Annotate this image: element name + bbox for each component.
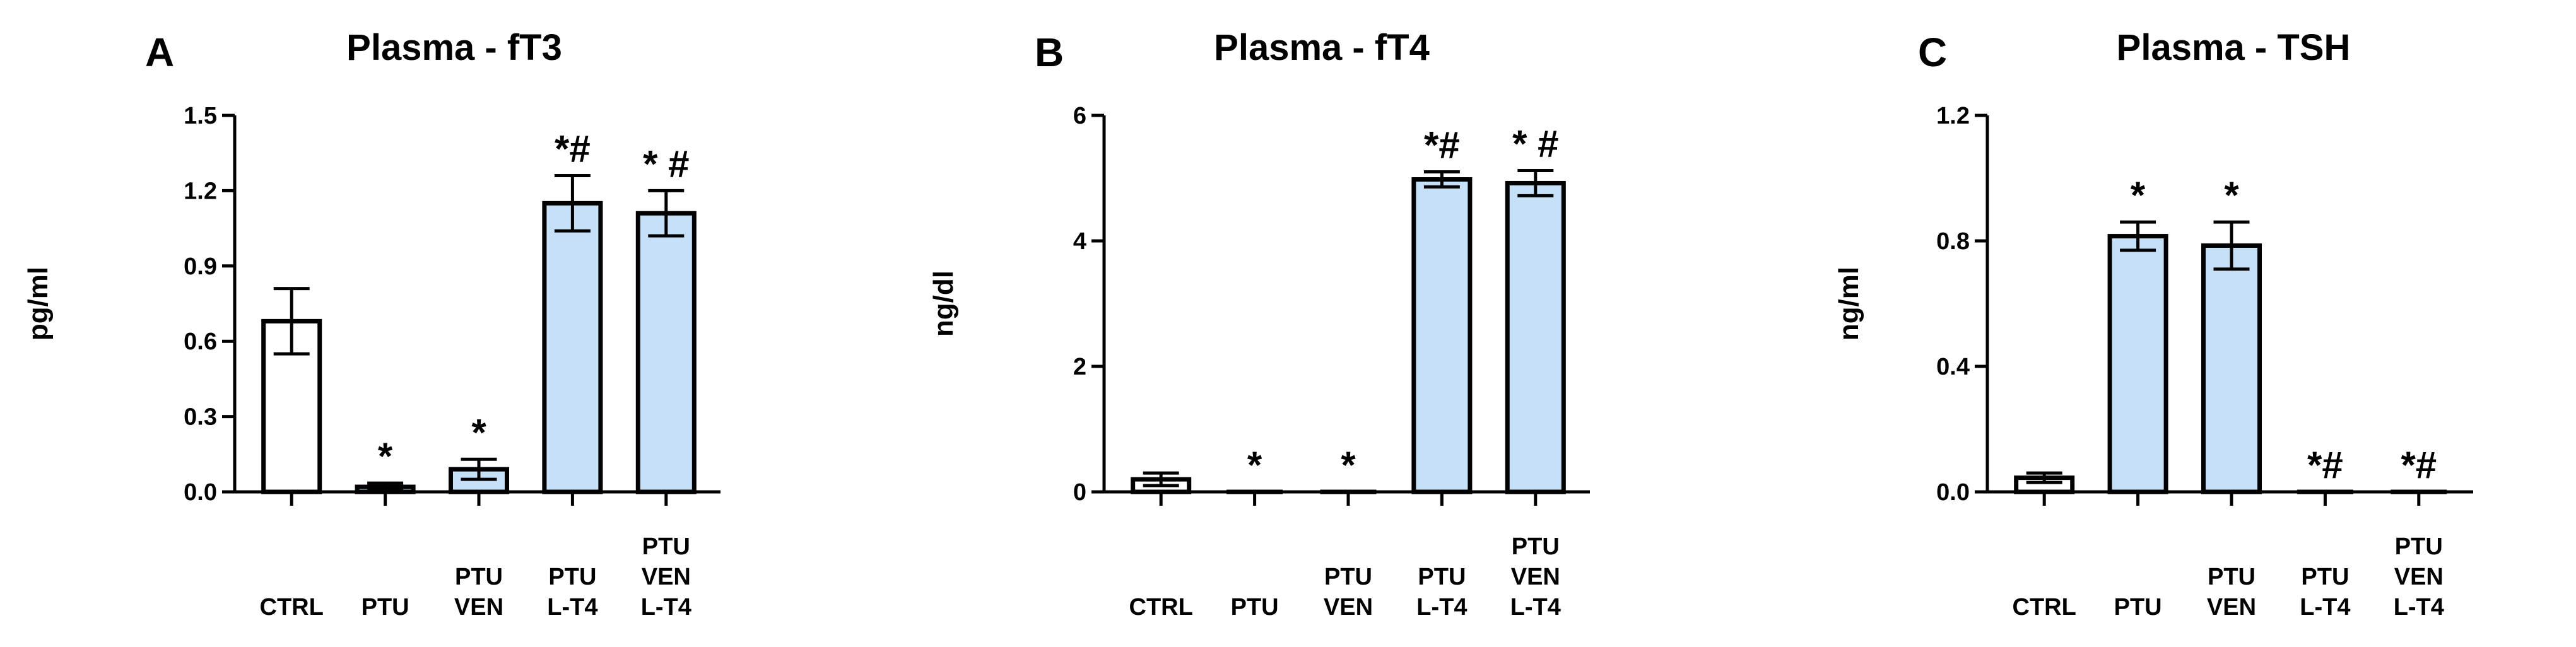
significance-label: * bbox=[1247, 444, 1262, 486]
category-label: PTU bbox=[2301, 564, 2349, 590]
significance-label: * bbox=[471, 411, 486, 453]
chart-panel-b: B Plasma - fT4 ng/dl 0 2 4 6 CTRL * PTU * PTU VEN *# P… bbox=[928, 27, 1590, 621]
panel-letter: A bbox=[145, 30, 174, 75]
chart-panel-a: A Plasma - fT3 pg/ml 0.0 0.3 0.6 0.9 1.2 1.5 CTRL… bbox=[23, 27, 720, 621]
y-axis-label: pg/ml bbox=[23, 267, 54, 341]
y-tick-label: 0.3 bbox=[184, 404, 217, 431]
significance-label: * bbox=[2131, 174, 2146, 216]
category-label: CTRL bbox=[1129, 594, 1193, 621]
significance-label: *# bbox=[555, 128, 591, 170]
category-label: CTRL bbox=[2013, 594, 2076, 621]
category-label: VEN bbox=[1324, 594, 1373, 621]
category-label: L-T4 bbox=[2394, 594, 2444, 621]
bar bbox=[2107, 234, 2168, 494]
category-label: VEN bbox=[2394, 564, 2444, 590]
y-tick-label: 0.4 bbox=[1936, 354, 1970, 380]
y-axis-label: ng/dl bbox=[928, 271, 959, 337]
category-label: CTRL bbox=[260, 594, 324, 621]
category-label: L-T4 bbox=[547, 594, 597, 621]
significance-label: *# bbox=[2307, 444, 2343, 486]
y-tick-label: 0.9 bbox=[184, 254, 217, 280]
bar bbox=[1411, 177, 1473, 494]
y-tick-label: 1.2 bbox=[1936, 103, 1970, 129]
significance-label: * bbox=[2224, 174, 2239, 216]
category-label: PTU bbox=[2395, 533, 2443, 560]
category-label: L-T4 bbox=[2300, 594, 2350, 621]
category-label: L-T4 bbox=[641, 594, 691, 621]
bar bbox=[1505, 180, 1566, 494]
significance-label: * bbox=[1341, 444, 1356, 486]
y-tick-label: 2 bbox=[1073, 354, 1086, 380]
category-label: PTU bbox=[455, 564, 503, 590]
category-label: PTU bbox=[362, 594, 409, 621]
panel-letter: B bbox=[1035, 30, 1064, 75]
y-tick-label: 0.8 bbox=[1936, 228, 1970, 255]
chart-panel-c: C Plasma - TSH ng/ml 0.0 0.4 0.8 1.2 CTRL * PTU * P… bbox=[1833, 27, 2473, 621]
y-axis-label: ng/ml bbox=[1833, 267, 1864, 341]
category-label: VEN bbox=[1511, 564, 1560, 590]
category-label: PTU bbox=[642, 533, 690, 560]
y-tick-label: 0.6 bbox=[184, 329, 217, 355]
chart-title: Plasma - TSH bbox=[2117, 27, 2351, 68]
category-label: PTU bbox=[1418, 564, 1466, 590]
significance-label: * # bbox=[643, 143, 689, 185]
bar bbox=[2201, 243, 2262, 494]
category-label: PTU bbox=[1231, 594, 1279, 621]
category-label: PTU bbox=[1512, 533, 1560, 560]
y-tick-label: 0.0 bbox=[1936, 479, 1970, 506]
significance-label: *# bbox=[2401, 444, 2437, 486]
y-tick-label: 1.5 bbox=[184, 103, 217, 129]
chart-title: Plasma - fT3 bbox=[346, 27, 562, 68]
category-label: PTU bbox=[2208, 564, 2255, 590]
y-tick-label: 1.2 bbox=[184, 178, 217, 204]
category-label: PTU bbox=[548, 564, 596, 590]
y-tick-label: 6 bbox=[1073, 103, 1086, 129]
y-tick-label: 0 bbox=[1073, 479, 1086, 506]
significance-label: *# bbox=[1424, 124, 1460, 166]
y-tick-label: 4 bbox=[1073, 228, 1086, 255]
category-label: L-T4 bbox=[1510, 594, 1561, 621]
category-label: PTU bbox=[2114, 594, 2162, 621]
bar bbox=[635, 211, 697, 494]
bar bbox=[542, 201, 603, 494]
category-label: VEN bbox=[2207, 594, 2256, 621]
chart-title: Plasma - fT4 bbox=[1214, 27, 1430, 68]
category-label: VEN bbox=[454, 594, 503, 621]
category-label: PTU bbox=[1324, 564, 1372, 590]
y-tick-label: 0.0 bbox=[184, 479, 217, 506]
panel-letter: C bbox=[1918, 30, 1947, 75]
category-label: VEN bbox=[642, 564, 691, 590]
significance-label: * # bbox=[1512, 123, 1558, 165]
significance-label: * bbox=[378, 435, 393, 477]
category-label: L-T4 bbox=[1416, 594, 1467, 621]
